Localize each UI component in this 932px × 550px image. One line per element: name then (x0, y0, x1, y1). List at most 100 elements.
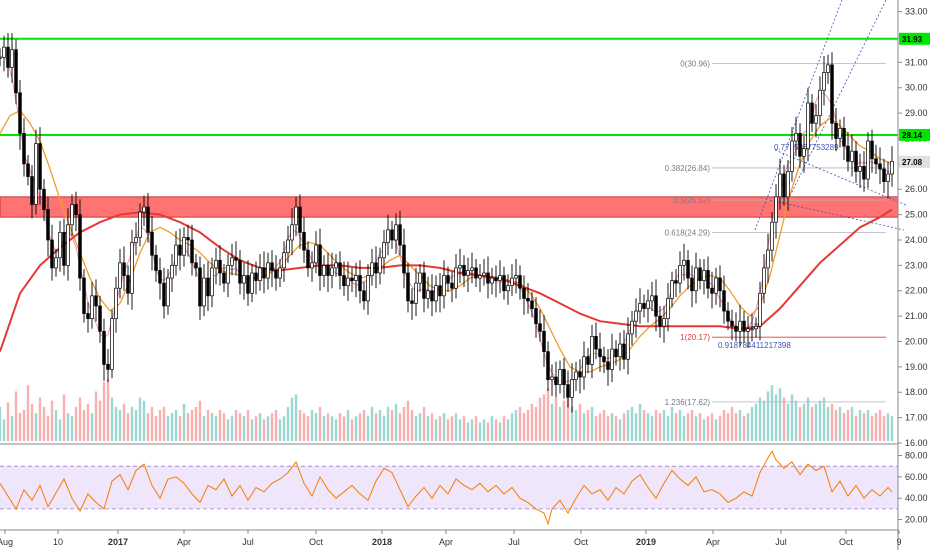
volume-bar (22, 410, 26, 441)
candle-body (842, 127, 846, 147)
candle-body (406, 272, 410, 302)
candle-body (890, 160, 894, 175)
volume-bar (774, 394, 778, 441)
volume-bar (186, 413, 190, 441)
volume-bar (874, 413, 878, 441)
candle-body (802, 148, 806, 157)
volume-bar (854, 416, 858, 441)
price-tick-label: 19.00 (905, 362, 928, 372)
volume-bar (614, 416, 618, 441)
price-badge-label: 28.14 (902, 131, 923, 140)
candle-body (314, 244, 318, 264)
volume-bar (262, 419, 266, 441)
time-tick-label: Oct (839, 537, 854, 547)
candle-body (410, 300, 414, 304)
candle-body (770, 221, 774, 251)
candle-body (618, 343, 622, 358)
candle-body (210, 267, 214, 297)
volume-bar (686, 413, 690, 441)
volume-bar (650, 416, 654, 441)
candle-body (530, 300, 534, 309)
volume-bar (858, 410, 862, 441)
volume-bar (766, 391, 770, 441)
candle-body (434, 285, 438, 302)
volume-bar (586, 410, 590, 441)
candle-body (326, 265, 330, 276)
candle-body (626, 333, 630, 360)
volume-bar (494, 419, 498, 441)
volume-bar (814, 403, 818, 441)
fib-level-label: 0.5(25.57) (674, 196, 711, 205)
candle-body (350, 277, 354, 281)
time-tick-label: 2018 (372, 537, 392, 547)
candle-body (122, 262, 126, 276)
volume-bar (354, 416, 358, 441)
volume-bar (410, 410, 414, 441)
ema-line (0, 109, 893, 373)
candle-body (450, 282, 454, 289)
candle-body (682, 259, 686, 266)
volume-bar (86, 403, 90, 441)
candle-body (422, 272, 426, 299)
volume-bar (834, 410, 838, 441)
volume-bar (706, 416, 710, 441)
volume-bar (254, 416, 258, 441)
channel-line (754, 0, 843, 231)
volume-bar (402, 406, 406, 441)
fib-level-label: 1.236(17.62) (665, 398, 711, 407)
fib-level-label: 0.382(26.84) (665, 164, 711, 173)
volume-bar (718, 416, 722, 441)
volume-bar (342, 416, 346, 441)
candle-body (526, 298, 530, 302)
candle-body (690, 277, 694, 292)
volume-bar (602, 410, 606, 441)
time-tick-label: 2017 (108, 537, 128, 547)
candle-body (830, 64, 834, 124)
volume-bar (126, 413, 130, 441)
candle-body (90, 295, 94, 320)
candle-body (758, 292, 762, 327)
volume-bar (390, 410, 394, 441)
volume-bar (50, 400, 54, 441)
volume-bar (690, 410, 694, 441)
candle-body (98, 305, 102, 332)
volume-bar (42, 406, 46, 441)
volume-bar (742, 416, 746, 441)
candle-body (234, 257, 238, 261)
candle-body (586, 356, 590, 365)
volume-bar (150, 406, 154, 441)
candle-body (446, 275, 450, 284)
volume-bar (14, 391, 18, 441)
candle-body (290, 224, 294, 241)
candle-body (850, 150, 854, 162)
volume-bar (510, 413, 514, 441)
candle-body (178, 244, 182, 256)
candle-body (622, 343, 626, 360)
volume-bar (870, 416, 874, 441)
candle-body (766, 249, 770, 269)
volume-bar (10, 416, 14, 441)
volume-bar (658, 413, 662, 441)
price-channel (754, 0, 907, 325)
candle-body (818, 89, 822, 117)
volume-bar (190, 410, 194, 441)
candle-body (594, 336, 598, 350)
volume-bar (598, 413, 602, 441)
candle-body (438, 285, 442, 297)
candle-body (838, 127, 842, 139)
candle-body (218, 259, 222, 274)
volume-bar (334, 419, 338, 441)
volume-bar (122, 403, 126, 441)
volume-bar (374, 413, 378, 441)
volume-bar (62, 394, 66, 441)
volume-bar (214, 416, 218, 441)
volume-bar (270, 413, 274, 441)
time-tick-label: Apr (177, 537, 191, 547)
candle-body (398, 224, 402, 246)
candle-body (606, 361, 610, 370)
candle-body (806, 102, 810, 149)
candle-body (726, 310, 730, 322)
volume-bar (114, 406, 118, 441)
